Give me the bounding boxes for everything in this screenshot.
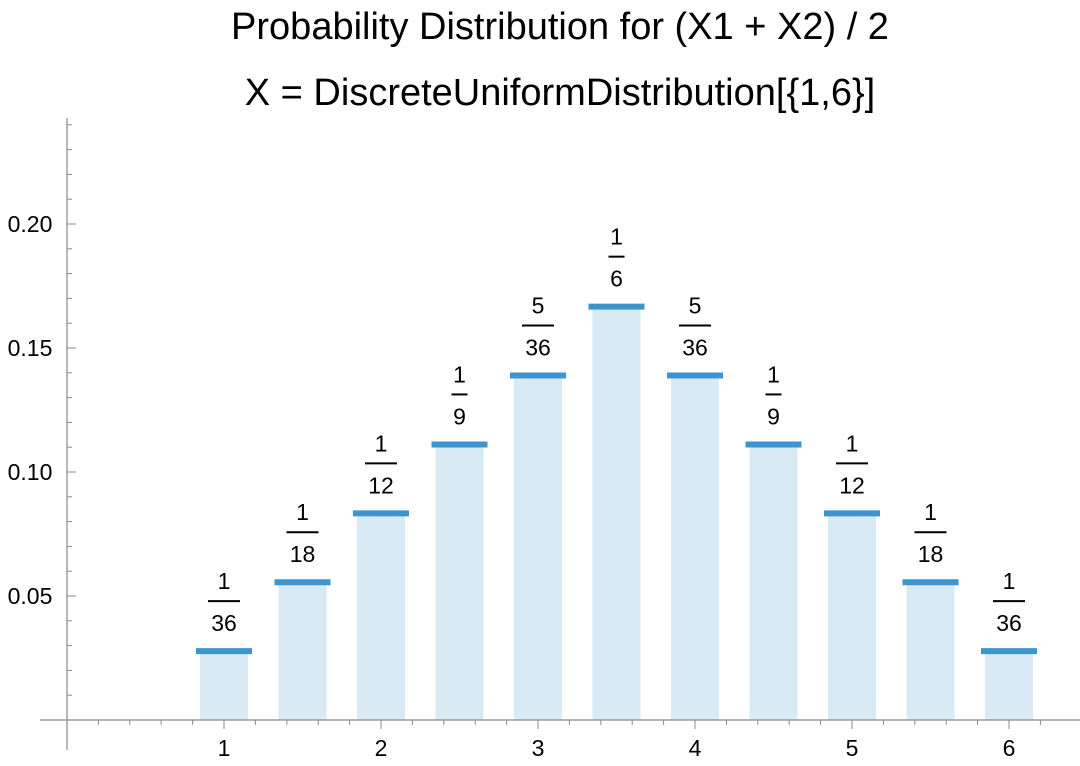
bar <box>828 513 876 720</box>
data-label-denominator: 6 <box>610 266 623 292</box>
data-label-denominator: 12 <box>368 472 394 498</box>
chart-title: Probability Distribution for (X1 + X2) /… <box>231 6 889 48</box>
x-tick-label: 5 <box>846 735 859 761</box>
bar <box>985 651 1033 720</box>
data-label-denominator: 18 <box>290 541 316 567</box>
data-label-numerator: 1 <box>375 430 388 456</box>
x-tick-label: 3 <box>532 735 545 761</box>
data-label-numerator: 5 <box>689 293 702 319</box>
data-label-numerator: 1 <box>453 361 466 387</box>
data-label-denominator: 36 <box>682 335 708 361</box>
data-label-numerator: 1 <box>296 499 309 525</box>
data-label-numerator: 1 <box>1003 568 1016 594</box>
bar <box>357 513 405 720</box>
data-label-numerator: 1 <box>218 568 231 594</box>
bar <box>906 582 955 720</box>
data-label-denominator: 18 <box>918 541 944 567</box>
bar <box>278 582 327 720</box>
bar <box>435 444 484 720</box>
data-label-denominator: 36 <box>996 610 1022 636</box>
y-tick-label: 0.15 <box>8 335 53 361</box>
data-label-numerator: 1 <box>924 499 937 525</box>
chart-subtitle: X = DiscreteUniformDistribution[{1,6}] <box>244 72 876 114</box>
data-label-denominator: 12 <box>839 472 865 498</box>
data-label-denominator: 9 <box>453 403 466 429</box>
data-label-numerator: 5 <box>532 293 545 319</box>
x-tick-label: 4 <box>689 735 702 761</box>
y-tick-label: 0.20 <box>8 211 53 237</box>
y-tick-label: 0.05 <box>8 583 53 609</box>
data-label-numerator: 1 <box>846 430 859 456</box>
data-label-denominator: 9 <box>767 403 780 429</box>
bar <box>749 444 798 720</box>
x-tick-label: 2 <box>375 735 388 761</box>
x-tick-label: 6 <box>1003 735 1016 761</box>
data-label-denominator: 36 <box>211 610 237 636</box>
bar <box>514 375 562 720</box>
data-label-numerator: 1 <box>767 361 780 387</box>
bar <box>200 651 248 720</box>
bar <box>671 375 719 720</box>
bar <box>592 306 641 720</box>
y-tick-label: 0.10 <box>8 459 53 485</box>
data-label-denominator: 36 <box>525 335 551 361</box>
data-label-numerator: 1 <box>610 224 623 250</box>
x-tick-label: 1 <box>218 735 231 761</box>
